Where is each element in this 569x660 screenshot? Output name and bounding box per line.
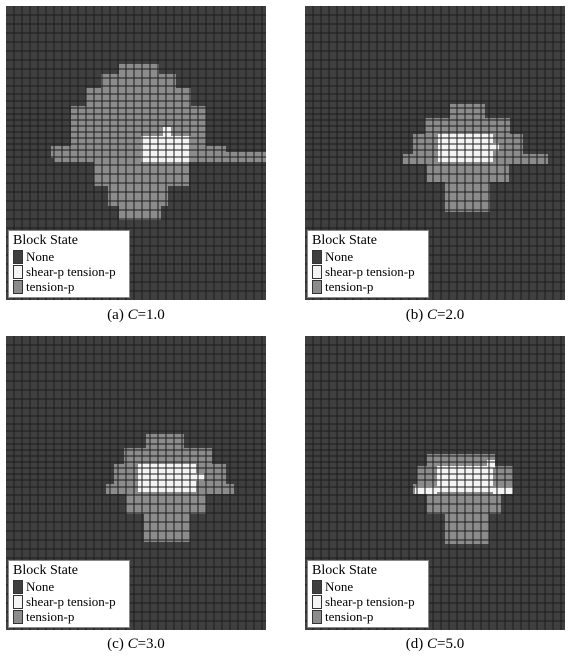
legend-label-none: None — [325, 249, 354, 264]
plot-a-grid — [6, 6, 266, 300]
swatch-none — [312, 249, 322, 264]
legend-label-tension: tension-p — [325, 609, 374, 624]
caption-b-var: C — [427, 307, 438, 323]
swatch-shear-tension — [13, 264, 23, 279]
legend-title: Block State — [13, 233, 78, 248]
plot-d-shear-wing-left — [415, 486, 437, 494]
legend-item-tension: tension-p — [312, 609, 424, 624]
caption-c-prefix: (c) — [107, 636, 128, 652]
legend-item-none: None — [312, 579, 424, 594]
legend-label-none: None — [26, 579, 55, 594]
plot-c-tension-lower — [144, 514, 190, 542]
legend-title: Block State — [312, 233, 377, 248]
caption-c: (c) C=3.0 — [6, 636, 266, 653]
caption-d-value: =5.0 — [437, 636, 465, 652]
caption-d-var: C — [427, 636, 438, 652]
plot-c-grid — [6, 336, 266, 630]
caption-d: (d) C=5.0 — [305, 636, 565, 653]
plot-a-svg — [6, 6, 266, 300]
plot-d-grid — [305, 336, 565, 630]
plot-a-tension-lower — [108, 186, 168, 206]
plot-c-tension-top — [146, 434, 184, 448]
block-state-plot-b: Block State None shear-p tension-p tensi… — [305, 6, 565, 300]
legend-label-tension: tension-p — [325, 279, 374, 294]
swatch-none — [13, 579, 23, 594]
legend-label-shear-tension: shear-p tension-p — [26, 264, 116, 279]
plot-d-shear-top-right — [487, 460, 495, 468]
legend-item-shear-tension: shear-p tension-p — [312, 594, 424, 609]
caption-a-value: =1.0 — [137, 307, 165, 323]
legend-title: Block State — [312, 563, 377, 578]
legend-item-none: None — [312, 249, 424, 264]
caption-b-prefix: (b) — [405, 307, 427, 323]
plot-a-tension-tail — [119, 206, 161, 220]
legend-c: Block State None shear-p tension-p tensi… — [8, 560, 130, 628]
plot-d-shear-wing-right — [493, 486, 513, 494]
legend-label-none: None — [26, 249, 55, 264]
legend-item-tension: tension-p — [13, 279, 125, 294]
legend-label-tension: tension-p — [26, 279, 75, 294]
legend-item-tension: tension-p — [312, 279, 424, 294]
plot-d-tension-lower — [445, 514, 489, 544]
plot-b-shear-block — [491, 143, 499, 151]
swatch-none — [312, 579, 322, 594]
legend-item-shear-tension: shear-p tension-p — [13, 594, 125, 609]
swatch-shear-tension — [312, 594, 322, 609]
legend-label-shear-tension: shear-p tension-p — [26, 594, 116, 609]
block-state-plot-c: Block State None shear-p tension-p tensi… — [6, 336, 266, 630]
caption-d-prefix: (d) — [405, 636, 427, 652]
plot-b-tension-lower — [445, 182, 490, 212]
plot-b-grid — [305, 6, 565, 300]
swatch-tension — [13, 279, 23, 294]
plot-d-tension-top — [427, 454, 495, 466]
block-state-plot-d: Block State None shear-p tension-p tensi… — [305, 336, 565, 630]
swatch-none — [13, 249, 23, 264]
legend-item-none: None — [13, 249, 125, 264]
block-state-plot-a: Block State None shear-p tension-p tensi… — [6, 6, 266, 300]
swatch-shear-tension — [13, 594, 23, 609]
legend-item-tension: tension-p — [13, 609, 125, 624]
caption-a: (a) C=1.0 — [6, 307, 266, 324]
swatch-shear-tension — [312, 264, 322, 279]
legend-label-tension: tension-p — [26, 609, 75, 624]
legend-label-none: None — [325, 579, 354, 594]
legend-a: Block State None shear-p tension-p tensi… — [8, 230, 130, 298]
caption-a-prefix: (a) — [107, 307, 128, 323]
plot-b-tension-top — [450, 104, 485, 118]
legend-label-shear-tension: shear-p tension-p — [325, 594, 415, 609]
caption-b-value: =2.0 — [437, 307, 465, 323]
caption-b: (b) C=2.0 — [305, 307, 565, 324]
caption-c-var: C — [127, 636, 138, 652]
legend-d: Block State None shear-p tension-p tensi… — [307, 560, 429, 628]
swatch-tension — [312, 279, 322, 294]
caption-a-var: C — [127, 307, 138, 323]
legend-item-shear-tension: shear-p tension-p — [312, 264, 424, 279]
swatch-tension — [13, 609, 23, 624]
plot-c-shear-block — [196, 473, 204, 481]
caption-c-value: =3.0 — [137, 636, 165, 652]
legend-b: Block State None shear-p tension-p tensi… — [307, 230, 429, 298]
legend-label-shear-tension: shear-p tension-p — [325, 264, 415, 279]
legend-item-none: None — [13, 579, 125, 594]
legend-title: Block State — [13, 563, 78, 578]
legend-item-shear-tension: shear-p tension-p — [13, 264, 125, 279]
swatch-tension — [312, 609, 322, 624]
